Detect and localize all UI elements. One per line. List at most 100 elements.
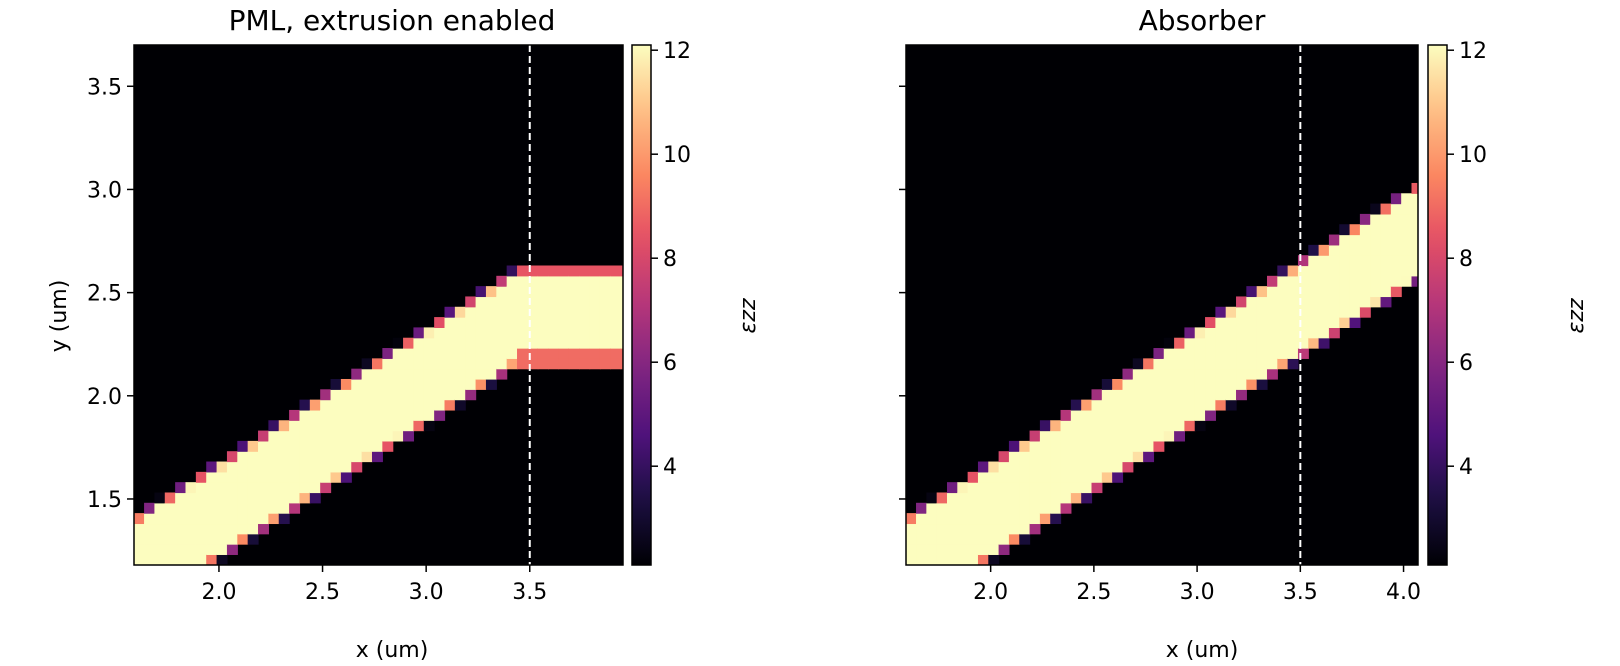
permittivity-cell: [1091, 399, 1103, 411]
permittivity-cell: [392, 358, 404, 370]
permittivity-cell: [1287, 275, 1299, 287]
right-panel: Absorber 2.0 2.5 3.0 3.5 4.0 x (um) 4681012 …: [899, 4, 1589, 663]
permittivity-cell: [548, 296, 560, 308]
permittivity-cell: [1380, 224, 1392, 236]
permittivity-cell: [1163, 358, 1175, 370]
permittivity-cell: [403, 378, 415, 390]
permittivity-cell: [537, 337, 549, 349]
permittivity-cell: [1266, 286, 1278, 298]
permittivity-cell: [465, 348, 477, 359]
permittivity-cell: [1308, 317, 1320, 328]
permittivity-cell: [465, 358, 477, 370]
permittivity-cell: [1019, 461, 1031, 473]
permittivity-cell: [527, 317, 539, 328]
permittivity-cell: [320, 420, 332, 432]
permittivity-cell: [258, 513, 269, 525]
permittivity-cell: [206, 502, 218, 514]
permittivity-cell: [216, 533, 228, 545]
permittivity-cell: [309, 430, 321, 442]
permittivity-cell: [967, 482, 979, 494]
permittivity-cell: [1318, 275, 1330, 287]
permittivity-cell: [496, 327, 508, 339]
permittivity-cell: [926, 523, 938, 535]
permittivity-cell: [309, 420, 321, 432]
permittivity-cell: [1370, 286, 1382, 298]
permittivity-cell: [620, 348, 623, 359]
permittivity-cell: [599, 286, 611, 298]
permittivity-cell: [1070, 492, 1082, 504]
permittivity-cell: [434, 317, 446, 328]
permittivity-cell: [216, 523, 228, 535]
permittivity-cell: [423, 389, 435, 401]
permittivity-cell: [392, 409, 404, 421]
permittivity-cell: [1297, 327, 1309, 339]
permittivity-cell: [175, 554, 187, 565]
permittivity-cell: [1143, 368, 1155, 380]
y-tick-label: 2.0: [87, 385, 122, 410]
permittivity-cell: [1101, 471, 1113, 483]
permittivity-cell: [548, 327, 560, 339]
permittivity-cell: [1349, 317, 1361, 328]
permittivity-cell: [154, 502, 166, 514]
permittivity-cell: [1236, 337, 1247, 349]
permittivity-cell: [1081, 409, 1093, 421]
permittivity-cell: [1349, 255, 1361, 267]
permittivity-cell: [946, 492, 958, 504]
permittivity-cell: [361, 399, 373, 411]
permittivity-cell: [1132, 368, 1144, 380]
permittivity-cell: [1122, 420, 1134, 432]
permittivity-cell: [967, 533, 979, 545]
permittivity-cell: [496, 296, 508, 308]
permittivity-cell: [1287, 306, 1299, 318]
permittivity-cell: [392, 420, 404, 432]
permittivity-cell: [1008, 451, 1020, 463]
permittivity-cell: [988, 471, 1000, 483]
permittivity-cell: [1277, 348, 1289, 359]
permittivity-cell: [1174, 430, 1186, 442]
permittivity-cell: [1060, 461, 1072, 473]
permittivity-cell: [1205, 348, 1216, 359]
permittivity-cell: [351, 420, 363, 432]
permittivity-cell: [998, 451, 1010, 463]
permittivity-cell: [517, 348, 528, 359]
permittivity-cell: [320, 482, 332, 494]
permittivity-cell: [278, 492, 290, 504]
permittivity-cell: [1184, 389, 1196, 401]
permittivity-cell: [185, 533, 197, 545]
permittivity-cell: [1339, 296, 1351, 308]
permittivity-cell: [1380, 255, 1392, 267]
permittivity-cell: [1236, 389, 1247, 401]
permittivity-cell: [1287, 337, 1299, 349]
permittivity-cell: [1050, 502, 1062, 514]
permittivity-cell: [185, 544, 197, 555]
permittivity-cell: [620, 358, 623, 370]
permittivity-cell: [1225, 348, 1237, 359]
permittivity-cell: [299, 409, 311, 421]
permittivity-cell: [1401, 224, 1413, 236]
permittivity-cell: [340, 461, 352, 473]
left-panel: PML, extrusion enabled 2.0 2.5 3.0 3.51.52.…: [47, 4, 761, 663]
waveguide-core: [134, 265, 623, 565]
permittivity-cell: [926, 533, 938, 545]
permittivity-cell: [1122, 389, 1134, 401]
permittivity-cell: [1194, 420, 1206, 432]
permittivity-cell: [175, 502, 187, 514]
permittivity-cell: [382, 399, 394, 411]
permittivity-cell: [434, 358, 446, 370]
permittivity-cell: [579, 337, 591, 349]
permittivity-cell: [957, 554, 969, 565]
permittivity-cell: [1370, 203, 1382, 215]
permittivity-cell: [1297, 296, 1309, 308]
permittivity-cell: [1060, 502, 1072, 514]
permittivity-cell: [926, 502, 938, 514]
permittivity-cell: [299, 399, 311, 411]
permittivity-cell: [289, 482, 301, 494]
permittivity-cell: [1112, 471, 1124, 483]
permittivity-cell: [589, 286, 601, 298]
permittivity-cell: [175, 492, 187, 504]
permittivity-cell: [610, 348, 622, 359]
permittivity-cell: [299, 420, 311, 432]
permittivity-cell: [382, 409, 394, 421]
permittivity-cell: [527, 337, 539, 349]
permittivity-cell: [1246, 378, 1258, 390]
